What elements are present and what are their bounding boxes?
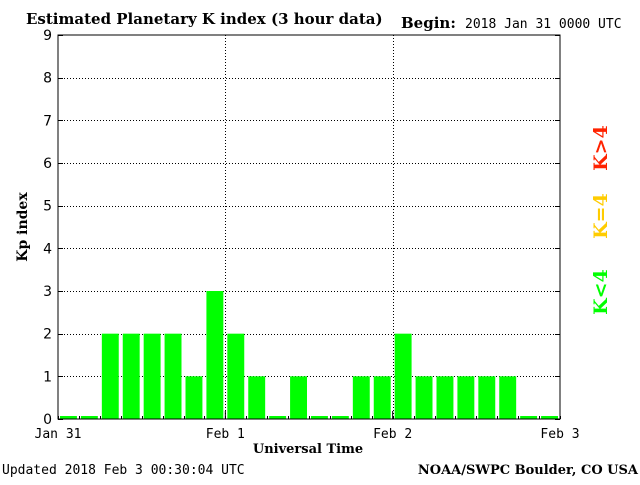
x-tick-label: Feb 1	[206, 427, 245, 442]
kp-bar	[457, 376, 475, 419]
kp-bar	[164, 333, 182, 419]
kp-bar	[143, 333, 161, 419]
y-tick-label: 5	[43, 199, 52, 215]
kp-bar	[269, 416, 287, 419]
x-tick-label: Feb 3	[540, 427, 579, 442]
kp-bar	[80, 416, 98, 419]
updated-timestamp: Updated 2018 Feb 3 00:30:04 UTC	[2, 463, 245, 478]
chart-title: Estimated Planetary K index (3 hour data…	[26, 10, 383, 28]
kp-bar	[101, 333, 119, 419]
y-tick-label: 8	[43, 71, 52, 87]
kp-bar	[185, 376, 203, 419]
kp-bar	[331, 416, 349, 419]
x-ticks: Jan 31 Feb 1 Feb 2 Feb 3	[35, 411, 580, 442]
y-tick-label: 7	[43, 113, 52, 129]
y-tick-label: 6	[43, 156, 52, 172]
kp-bar	[60, 416, 77, 419]
y-ticks: 0 1 2 3 4 5 6 7 8 9	[43, 28, 560, 428]
grid-lines	[58, 35, 560, 419]
bars-group	[60, 291, 558, 419]
y-tick-label: 0	[43, 412, 52, 428]
kp-bar	[248, 376, 266, 419]
kp-bar	[541, 416, 558, 419]
kp-bar	[373, 376, 391, 419]
kp-bar	[499, 376, 517, 419]
kp-bar	[290, 376, 307, 419]
y-axis-label: Kp index	[15, 192, 31, 262]
kp-bar	[122, 333, 140, 419]
y-tick-label: 9	[43, 28, 52, 44]
kp-bar	[520, 416, 538, 419]
legend-k-eq-4: K=4	[590, 193, 612, 239]
kp-bar	[394, 333, 412, 419]
kp-bar	[227, 333, 245, 419]
x-tick-label: Feb 2	[373, 427, 412, 442]
begin-label: Begin:	[401, 14, 456, 32]
kp-bar	[415, 376, 433, 419]
x-axis-label: Universal Time	[253, 442, 363, 457]
legend-k-gt-4: K>4	[590, 125, 612, 171]
y-tick-label: 2	[43, 327, 52, 343]
legend-k-lt-4: K<4	[590, 269, 612, 315]
kp-bar	[436, 376, 454, 419]
y-tick-label: 3	[43, 284, 52, 300]
y-tick-label: 4	[43, 241, 52, 257]
source-credit: NOAA/SWPC Boulder, CO USA	[418, 463, 639, 478]
begin-value: 2018 Jan 31 0000 UTC	[465, 17, 622, 32]
kp-bar	[478, 376, 496, 419]
y-tick-label: 1	[43, 369, 52, 385]
x-tick-label: Jan 31	[35, 427, 82, 442]
kp-bar	[352, 376, 370, 419]
kp-bar	[311, 416, 328, 419]
kp-bar	[206, 291, 224, 419]
